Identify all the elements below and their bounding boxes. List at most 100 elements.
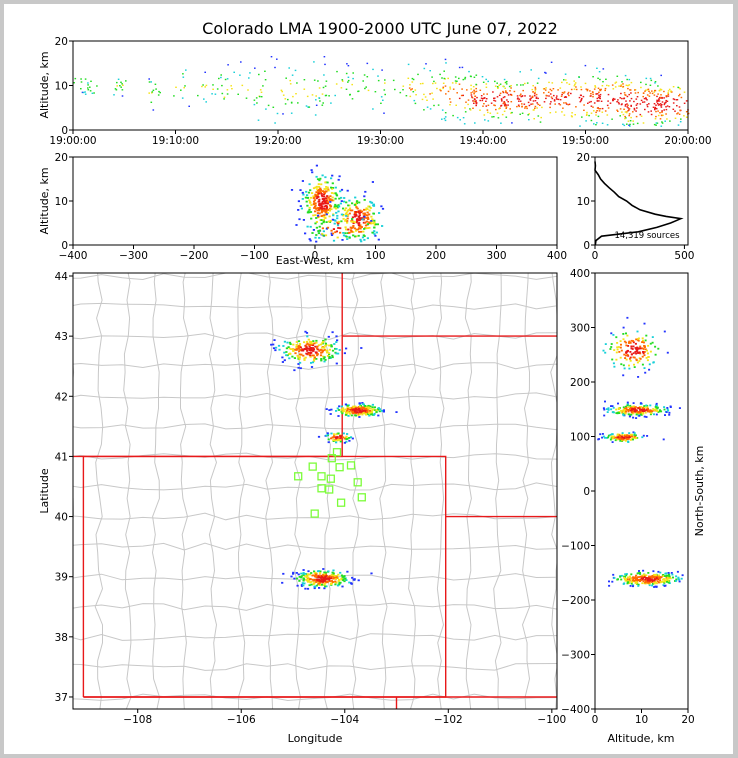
ew-height-source <box>315 234 318 236</box>
map-source <box>303 357 306 360</box>
time-height-source <box>656 101 658 103</box>
time-height-source <box>472 107 474 109</box>
map-y-tick-label: 43 <box>55 331 68 343</box>
time-height-source <box>640 86 642 89</box>
time-height-source <box>599 95 601 98</box>
time-height-source <box>629 89 632 91</box>
time-height-source <box>628 124 630 126</box>
time-height-source <box>616 75 619 77</box>
time-height-source <box>409 95 412 98</box>
time-height-source <box>449 98 451 100</box>
time-height-source <box>452 88 455 90</box>
map-source <box>344 577 347 580</box>
time-height-source <box>259 95 261 98</box>
ew-height-source <box>321 200 324 203</box>
chart-title: Colorado LMA 1900-2000 UTC June 07, 2022 <box>202 19 558 38</box>
map-y-tick-label: 37 <box>55 692 68 704</box>
ns-height-source <box>635 574 638 577</box>
time-height-source <box>475 87 477 90</box>
ew-height-source <box>352 220 355 223</box>
time-height-source <box>469 108 471 110</box>
time-height-source <box>563 114 566 116</box>
ns-height-source <box>638 411 641 414</box>
time-height-source <box>125 80 127 82</box>
ew-height-source <box>325 197 328 200</box>
ns-height-source <box>627 345 630 347</box>
ns-height-source <box>637 572 640 574</box>
ns-height-source <box>657 581 660 584</box>
time-height-source <box>150 81 152 83</box>
ew-height-source <box>346 220 349 222</box>
ew-height-source <box>334 192 337 195</box>
ns-height-source <box>625 351 628 354</box>
time-height-source <box>549 93 552 95</box>
ew-height-source <box>348 207 352 210</box>
time-height-source <box>625 100 627 102</box>
time-height-source <box>335 83 338 85</box>
ns-height-source <box>668 575 671 578</box>
time-height-source <box>314 114 317 116</box>
time-height-source <box>601 107 604 110</box>
map-source <box>296 354 299 357</box>
map-source <box>327 441 330 444</box>
ew-height-source <box>318 212 321 215</box>
lma-station-marker <box>325 485 334 494</box>
map-source <box>374 409 377 411</box>
time-height-source <box>606 84 608 87</box>
ns-height-source <box>658 575 660 578</box>
ew-height-source <box>315 197 318 200</box>
time-height-source <box>290 101 293 104</box>
ew-height-source <box>318 237 321 239</box>
time-height-source <box>627 84 629 87</box>
time-height-source <box>295 93 297 95</box>
map-source <box>298 356 301 359</box>
ns-height-source <box>643 408 646 410</box>
map-source <box>305 352 308 355</box>
time-height-source <box>596 107 599 109</box>
ns-height-source <box>627 440 630 443</box>
ew-height-source <box>318 185 321 188</box>
ns-height-source <box>633 363 635 366</box>
ns-height-source <box>607 407 610 410</box>
time-height-source <box>429 108 432 110</box>
time-height-source <box>173 95 175 97</box>
ns-height-source <box>647 407 649 410</box>
time-height-source <box>490 102 493 104</box>
ew-height-source <box>360 226 363 228</box>
ns-height-source <box>610 332 613 335</box>
ns-height-y-tick-label: 200 <box>570 377 590 389</box>
map-source <box>346 407 349 410</box>
time-height-source <box>497 117 500 119</box>
time-height-source <box>120 81 122 83</box>
map-source <box>310 362 313 364</box>
time-height-source <box>609 102 612 104</box>
time-height-source <box>625 117 627 119</box>
map-source <box>317 582 320 585</box>
time-height-source <box>628 108 631 110</box>
ew-height-source <box>320 204 323 207</box>
map-source <box>347 415 350 417</box>
ns-height-source <box>642 407 644 409</box>
map-source <box>308 584 311 587</box>
ew-height-source <box>298 218 301 221</box>
ew-height-source <box>319 187 322 190</box>
map-source <box>335 581 338 584</box>
ew-height-source <box>323 214 326 216</box>
ns-height-source <box>626 401 629 404</box>
ew-height-source <box>361 218 364 221</box>
time-height-source <box>431 92 433 94</box>
map-source <box>300 584 303 586</box>
time-height-source <box>533 93 536 95</box>
map-source <box>320 580 323 583</box>
ew-height-source <box>330 186 333 189</box>
time-height-source <box>280 89 283 91</box>
ew-height-source <box>322 199 325 202</box>
time-height-source <box>597 77 599 79</box>
time-height-source <box>216 88 219 90</box>
time-height-source <box>672 86 675 88</box>
ew-height-source <box>339 227 342 230</box>
ns-height-source <box>641 582 644 585</box>
time-height-source <box>383 89 386 91</box>
map-source <box>325 575 328 577</box>
